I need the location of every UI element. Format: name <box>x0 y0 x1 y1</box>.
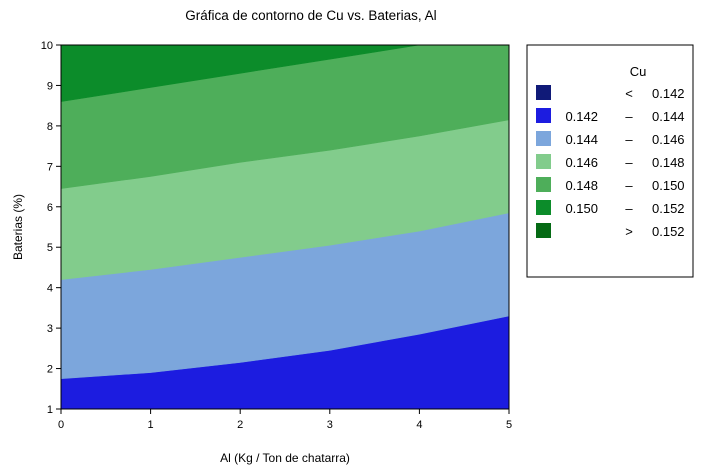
legend-title: Cu <box>630 64 647 79</box>
legend-label: 0.150 <box>652 178 685 193</box>
legend-swatch <box>536 223 551 238</box>
contour-band <box>61 45 422 102</box>
legend-label: – <box>625 132 633 147</box>
x-axis-title: Al (Kg / Ton de chatarra) <box>220 451 350 465</box>
legend-label: 0.148 <box>565 178 598 193</box>
legend-label: 0.152 <box>652 224 685 239</box>
legend-label: 0.146 <box>652 132 685 147</box>
legend-label: – <box>625 109 633 124</box>
y-tick-label: 9 <box>47 80 53 92</box>
y-tick-label: 7 <box>47 161 53 173</box>
legend-label: 0.144 <box>565 132 598 147</box>
x-tick-label: 3 <box>327 419 333 431</box>
legend-swatch <box>536 154 551 169</box>
legend-entries: <0.142 0.142 – 0.144 0.144 – 0.146 0.146 – 0.148 0… <box>536 85 685 239</box>
plot-frame <box>60 44 510 410</box>
y-tick-label: 3 <box>47 323 53 335</box>
legend-label: 0.142 <box>565 109 598 124</box>
contour-bands <box>61 45 509 409</box>
legend-swatch <box>536 177 551 192</box>
chart-title: Gráfica de contorno de Cu vs. Baterias, … <box>185 8 436 23</box>
y-tick-label: 6 <box>47 202 53 214</box>
legend-box <box>526 44 694 278</box>
x-tick-label: 2 <box>237 419 243 431</box>
x-tick-label: 4 <box>416 419 422 431</box>
x-tick-label: 0 <box>58 419 64 431</box>
y-tick-label: 10 <box>41 40 53 52</box>
legend-label: > <box>625 224 633 239</box>
legend-swatch <box>536 108 551 123</box>
y-tick-label: 1 <box>47 404 53 416</box>
y-axis-title: Baterias (%) <box>11 194 25 260</box>
legend-label: – <box>625 155 633 170</box>
legend-label: 0.144 <box>652 109 685 124</box>
y-tick-label: 8 <box>47 121 53 133</box>
legend-label: 0.146 <box>565 155 598 170</box>
legend-label: 0.142 <box>652 86 685 101</box>
legend-swatch <box>536 85 551 100</box>
legend-label: – <box>625 178 633 193</box>
legend-label: 0.150 <box>565 201 598 216</box>
x-tick-label: 1 <box>148 419 154 431</box>
y-tick-label: 5 <box>47 242 53 254</box>
legend-label: < <box>625 86 633 101</box>
legend-swatch <box>536 131 551 146</box>
legend-label: 0.148 <box>652 155 685 170</box>
legend-swatch <box>536 200 551 215</box>
legend-label: 0.152 <box>652 201 685 216</box>
legend-label: – <box>625 201 633 216</box>
legend: Cu <0.142 0.142 – 0.144 0.144 – 0.146 0.146 – 0.1… <box>526 44 694 278</box>
y-tick-label: 2 <box>47 364 53 376</box>
y-tick-label: 4 <box>47 283 53 295</box>
x-tick-label: 5 <box>506 419 512 431</box>
